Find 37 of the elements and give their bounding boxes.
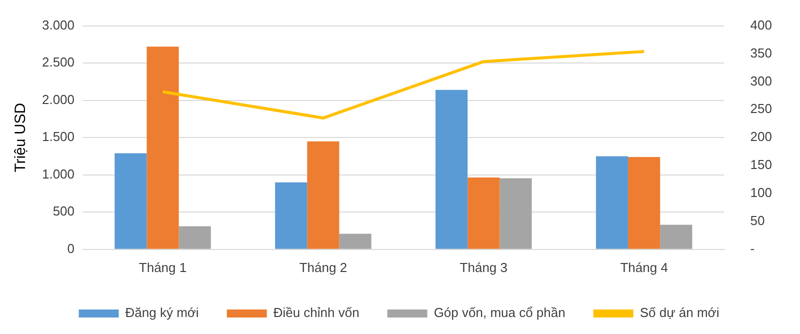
y-tick-label: 2.000 bbox=[42, 92, 75, 107]
x-tick-label: Tháng 3 bbox=[460, 260, 508, 275]
bar bbox=[660, 224, 692, 249]
bar bbox=[500, 178, 532, 249]
bar bbox=[307, 141, 340, 249]
y2-tick-label: 400 bbox=[750, 17, 772, 32]
legend-label: Góp vốn, mua cổ phần bbox=[434, 305, 566, 320]
legend-label: Số dự án mới bbox=[640, 305, 720, 320]
y2-tick-label: 100 bbox=[750, 185, 772, 200]
y2-tick-label: 300 bbox=[750, 73, 772, 88]
y2-tick-label: - bbox=[750, 240, 755, 256]
y-tick-label: 2.500 bbox=[42, 54, 75, 70]
y2-tick-label: 50 bbox=[750, 213, 765, 228]
legend-label: Đăng ký mới bbox=[125, 305, 199, 320]
bar bbox=[178, 226, 211, 249]
bar bbox=[436, 90, 468, 249]
bar bbox=[468, 177, 500, 249]
y2-tick-label: 150 bbox=[750, 157, 772, 172]
y-tick-label: 0 bbox=[67, 240, 75, 256]
bar bbox=[339, 234, 372, 249]
bar bbox=[146, 46, 179, 249]
y2-tick-label: 350 bbox=[750, 45, 772, 60]
bar bbox=[275, 182, 308, 249]
bar bbox=[596, 156, 628, 249]
y-tick-label: 3.000 bbox=[42, 17, 75, 32]
y-tick-label: 1.000 bbox=[42, 166, 75, 182]
legend-label: Điều chỉnh vốn bbox=[273, 305, 360, 320]
y-tick-label: 500 bbox=[52, 204, 75, 219]
y-axis-title: Triệu USD bbox=[12, 102, 30, 172]
x-tick-label: Tháng 4 bbox=[620, 260, 668, 275]
y2-tick-label: 200 bbox=[750, 129, 772, 144]
x-tick-label: Tháng 2 bbox=[299, 260, 348, 275]
x-tick-label: Tháng 1 bbox=[138, 260, 187, 275]
y-tick-label: 1.500 bbox=[42, 129, 75, 144]
bar bbox=[114, 153, 147, 249]
y2-tick-label: 250 bbox=[750, 101, 772, 116]
bar bbox=[628, 156, 660, 249]
